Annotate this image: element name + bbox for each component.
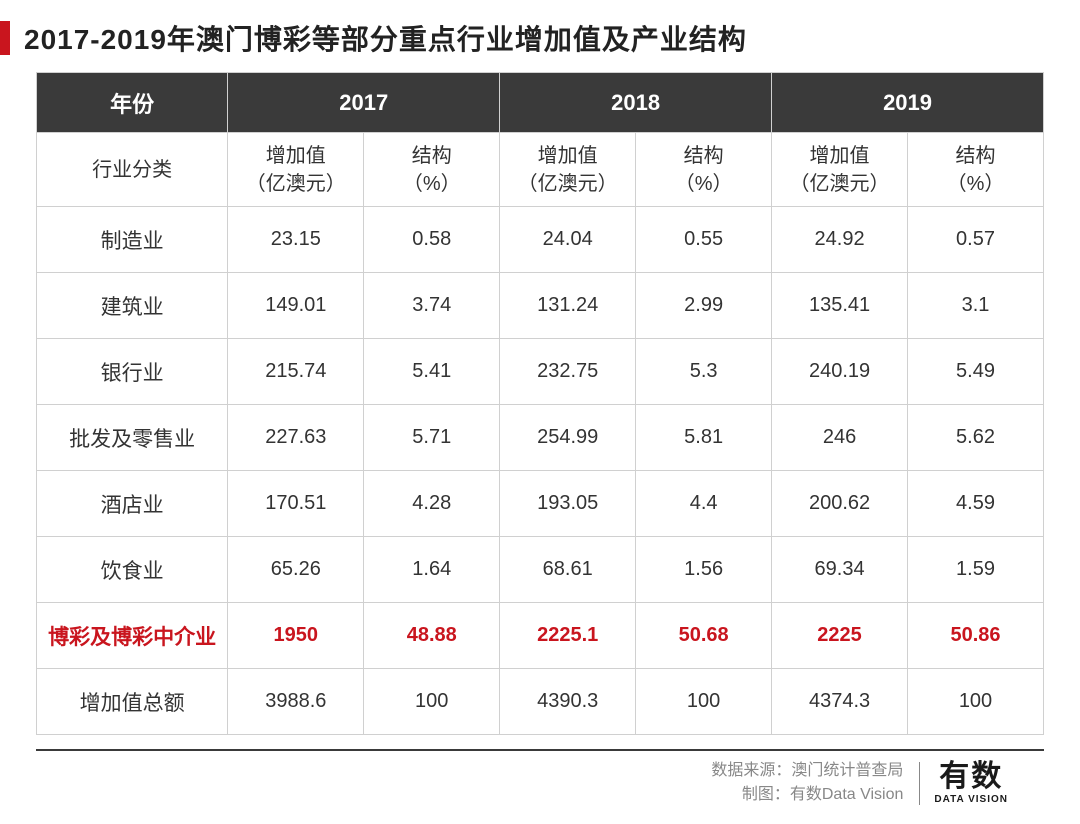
- source-value: 澳门统计普查局: [791, 762, 903, 779]
- logo-en: DATA VISION: [934, 794, 1008, 805]
- value-cell: 5.81: [636, 405, 772, 471]
- value-cell: 4.4: [636, 471, 772, 537]
- year-2018: 2018: [500, 73, 772, 133]
- value-cell: 240.19: [772, 339, 908, 405]
- table-row: 建筑业149.013.74131.242.99135.413.1: [37, 273, 1044, 339]
- table-row: 酒店业170.514.28193.054.4200.624.59: [37, 471, 1044, 537]
- value-cell: 5.3: [636, 339, 772, 405]
- value-cell: 215.74: [228, 339, 364, 405]
- sub-value-2018: 增加值（亿澳元）: [500, 133, 636, 207]
- value-cell: 232.75: [500, 339, 636, 405]
- industry-table: 年份 2017 2018 2019 行业分类 增加值（亿澳元） 结构（%） 增加…: [36, 72, 1044, 735]
- value-cell: 131.24: [500, 273, 636, 339]
- value-cell: 0.58: [364, 207, 500, 273]
- footer-text: 数据来源：澳门统计普查局 制图：有数Data Vision: [711, 759, 903, 807]
- value-cell: 68.61: [500, 537, 636, 603]
- value-cell: 2.99: [636, 273, 772, 339]
- table-row: 饮食业65.261.6468.611.5669.341.59: [37, 537, 1044, 603]
- table-wrapper: 年份 2017 2018 2019 行业分类 增加值（亿澳元） 结构（%） 增加…: [0, 72, 1080, 735]
- industry-label-cell: 酒店业: [37, 471, 228, 537]
- value-cell: 3.1: [908, 273, 1044, 339]
- value-cell: 2225: [772, 603, 908, 669]
- value-cell: 1950: [228, 603, 364, 669]
- industry-label-cell: 饮食业: [37, 537, 228, 603]
- value-cell: 24.04: [500, 207, 636, 273]
- value-cell: 4.28: [364, 471, 500, 537]
- credit-label: 制图：: [742, 786, 790, 803]
- value-cell: 1.59: [908, 537, 1044, 603]
- value-cell: 227.63: [228, 405, 364, 471]
- industry-label-cell: 增加值总额: [37, 669, 228, 735]
- value-cell: 5.49: [908, 339, 1044, 405]
- year-2017: 2017: [228, 73, 500, 133]
- sub-pct-2017: 结构（%）: [364, 133, 500, 207]
- value-cell: 1.56: [636, 537, 772, 603]
- value-cell: 4390.3: [500, 669, 636, 735]
- sub-value-2019: 增加值（亿澳元）: [772, 133, 908, 207]
- year-row: 年份 2017 2018 2019: [37, 73, 1044, 133]
- industry-label-cell: 批发及零售业: [37, 405, 228, 471]
- title-accent: [0, 21, 10, 55]
- value-cell: 246: [772, 405, 908, 471]
- industry-label-cell: 银行业: [37, 339, 228, 405]
- value-cell: 1.64: [364, 537, 500, 603]
- source-label: 数据来源：: [711, 762, 791, 779]
- industry-label-cell: 建筑业: [37, 273, 228, 339]
- value-cell: 135.41: [772, 273, 908, 339]
- value-cell: 100: [636, 669, 772, 735]
- table-row: 批发及零售业227.635.71254.995.812465.62: [37, 405, 1044, 471]
- value-cell: 200.62: [772, 471, 908, 537]
- value-cell: 149.01: [228, 273, 364, 339]
- value-cell: 254.99: [500, 405, 636, 471]
- sub-value-2017: 增加值（亿澳元）: [228, 133, 364, 207]
- page-container: 2017-2019年澳门博彩等部分重点行业增加值及产业结构 年份 2017 20…: [0, 0, 1080, 807]
- sub-pct-2019: 结构（%）: [908, 133, 1044, 207]
- value-cell: 5.62: [908, 405, 1044, 471]
- value-cell: 193.05: [500, 471, 636, 537]
- value-cell: 4.59: [908, 471, 1044, 537]
- value-cell: 5.71: [364, 405, 500, 471]
- industry-header: 行业分类: [37, 133, 228, 207]
- page-title: 2017-2019年澳门博彩等部分重点行业增加值及产业结构: [24, 18, 747, 58]
- value-cell: 23.15: [228, 207, 364, 273]
- value-cell: 3.74: [364, 273, 500, 339]
- value-cell: 170.51: [228, 471, 364, 537]
- value-cell: 2225.1: [500, 603, 636, 669]
- value-cell: 48.88: [364, 603, 500, 669]
- table-row: 制造业23.150.5824.040.5524.920.57: [37, 207, 1044, 273]
- industry-label-cell: 制造业: [37, 207, 228, 273]
- title-bar: 2017-2019年澳门博彩等部分重点行业增加值及产业结构: [0, 0, 1080, 72]
- logo-cn: 有数: [939, 762, 1003, 792]
- source-line: 数据来源：澳门统计普查局: [711, 759, 903, 783]
- value-cell: 4374.3: [772, 669, 908, 735]
- corner-year-label: 年份: [37, 73, 228, 133]
- table-row: 博彩及博彩中介业195048.882225.150.68222550.86: [37, 603, 1044, 669]
- value-cell: 69.34: [772, 537, 908, 603]
- credit-value: 有数Data Vision: [790, 786, 904, 803]
- value-cell: 3988.6: [228, 669, 364, 735]
- table-body: 制造业23.150.5824.040.5524.920.57建筑业149.013…: [37, 207, 1044, 735]
- year-2019: 2019: [772, 73, 1044, 133]
- value-cell: 5.41: [364, 339, 500, 405]
- value-cell: 0.55: [636, 207, 772, 273]
- subhead-row: 行业分类 增加值（亿澳元） 结构（%） 增加值（亿澳元） 结构（%） 增加值（亿…: [37, 133, 1044, 207]
- table-row: 增加值总额3988.61004390.31004374.3100: [37, 669, 1044, 735]
- value-cell: 50.86: [908, 603, 1044, 669]
- industry-label-cell: 博彩及博彩中介业: [37, 603, 228, 669]
- logo: 有数 DATA VISION: [919, 762, 1008, 805]
- value-cell: 65.26: [228, 537, 364, 603]
- table-row: 银行业215.745.41232.755.3240.195.49: [37, 339, 1044, 405]
- value-cell: 24.92: [772, 207, 908, 273]
- sub-pct-2018: 结构（%）: [636, 133, 772, 207]
- value-cell: 100: [908, 669, 1044, 735]
- value-cell: 50.68: [636, 603, 772, 669]
- value-cell: 0.57: [908, 207, 1044, 273]
- value-cell: 100: [364, 669, 500, 735]
- credit-line: 制图：有数Data Vision: [711, 783, 903, 807]
- footer: 数据来源：澳门统计普查局 制图：有数Data Vision 有数 DATA VI…: [36, 749, 1044, 807]
- table-head: 年份 2017 2018 2019 行业分类 增加值（亿澳元） 结构（%） 增加…: [37, 73, 1044, 207]
